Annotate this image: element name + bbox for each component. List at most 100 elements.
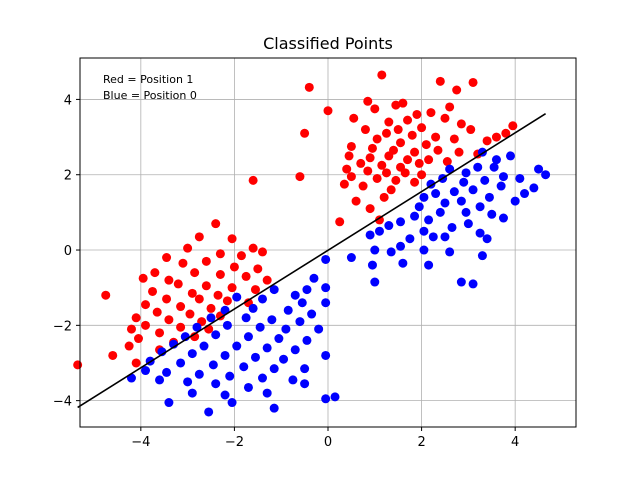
blue-point xyxy=(440,232,450,242)
red-point xyxy=(108,350,118,360)
red-point xyxy=(150,268,160,278)
blue-point xyxy=(477,251,487,261)
blue-point xyxy=(227,398,237,408)
red-point xyxy=(257,247,267,257)
red-point xyxy=(482,136,492,146)
red-point xyxy=(424,155,434,165)
blue-point xyxy=(300,364,310,374)
blue-point xyxy=(232,341,242,351)
red-point xyxy=(468,77,478,87)
red-point xyxy=(164,315,174,325)
blue-point xyxy=(414,202,424,212)
blue-point xyxy=(482,234,492,244)
red-point xyxy=(229,262,239,272)
blue-point xyxy=(141,366,151,376)
blue-point xyxy=(405,234,415,244)
blue-point xyxy=(461,168,471,178)
red-point xyxy=(379,192,389,202)
blue-point xyxy=(468,279,478,289)
red-point xyxy=(176,302,186,312)
blue-point xyxy=(449,187,459,197)
blue-point xyxy=(410,211,420,221)
red-point xyxy=(101,290,111,300)
red-point xyxy=(398,98,408,108)
blue-point xyxy=(288,375,298,385)
red-point xyxy=(190,332,200,342)
x-tick-label: 2 xyxy=(417,435,425,450)
blue-point xyxy=(183,377,193,387)
red-point xyxy=(386,185,396,195)
red-point xyxy=(262,275,272,285)
blue-point xyxy=(204,407,214,417)
blue-point xyxy=(419,192,429,202)
red-point xyxy=(491,132,501,142)
blue-point xyxy=(367,260,377,270)
red-point xyxy=(363,166,373,176)
blue-point xyxy=(248,303,258,313)
blue-point xyxy=(220,305,230,315)
blue-point xyxy=(269,364,279,374)
blue-point xyxy=(374,226,384,236)
red-point xyxy=(162,253,172,263)
blue-point xyxy=(283,305,293,315)
red-point xyxy=(222,296,232,306)
blue-point xyxy=(250,352,260,362)
red-point xyxy=(377,70,387,80)
x-tick-label: 4 xyxy=(511,435,519,450)
blue-point xyxy=(396,217,406,227)
decision-line xyxy=(77,113,547,409)
blue-point xyxy=(321,350,331,360)
blue-point xyxy=(487,209,497,219)
blue-point xyxy=(461,207,471,217)
red-point xyxy=(141,300,151,310)
blue-point xyxy=(321,298,331,308)
blue-point xyxy=(269,285,279,295)
red-point xyxy=(126,324,136,334)
red-point xyxy=(148,286,158,296)
blue-point xyxy=(321,254,331,264)
red-point xyxy=(236,251,246,261)
red-point xyxy=(342,164,352,174)
blue-point xyxy=(440,198,450,208)
blue-point xyxy=(541,170,551,180)
blue-point xyxy=(199,341,209,351)
blue-point xyxy=(534,164,544,174)
red-point xyxy=(377,160,387,170)
blue-point xyxy=(365,230,375,240)
red-point xyxy=(138,273,148,283)
red-point xyxy=(351,196,361,206)
blue-point xyxy=(225,371,235,381)
blue-point xyxy=(498,172,508,182)
blue-point xyxy=(384,221,394,231)
blue-point xyxy=(496,181,506,191)
red-point xyxy=(431,132,441,142)
x-tick-label: −4 xyxy=(131,435,150,450)
x-tick-label: 0 xyxy=(324,435,332,450)
blue-point xyxy=(505,151,515,161)
red-point xyxy=(201,281,211,291)
red-point xyxy=(440,113,450,123)
red-point xyxy=(372,173,382,183)
red-point xyxy=(449,134,459,144)
axis-ticks: −4 −2 0 2 4 −4 −2 0 2 4 xyxy=(53,93,519,450)
blue-point xyxy=(274,334,284,344)
blue-point xyxy=(475,228,485,238)
red-point xyxy=(365,153,375,163)
red-point xyxy=(445,102,455,112)
blue-point xyxy=(302,335,312,345)
blue-point xyxy=(176,358,186,368)
annotation-blue: Blue = Position 0 xyxy=(103,89,197,102)
blue-point xyxy=(491,155,501,165)
red-point xyxy=(124,341,134,351)
decision-line-layer xyxy=(77,113,547,409)
data-points xyxy=(73,70,551,417)
blue-point xyxy=(281,324,291,334)
red-point xyxy=(391,100,401,110)
red-point xyxy=(384,151,394,161)
red-point xyxy=(435,76,445,86)
red-point xyxy=(367,143,377,153)
blue-point xyxy=(480,175,490,185)
blue-point xyxy=(435,207,445,217)
red-point xyxy=(227,234,237,244)
